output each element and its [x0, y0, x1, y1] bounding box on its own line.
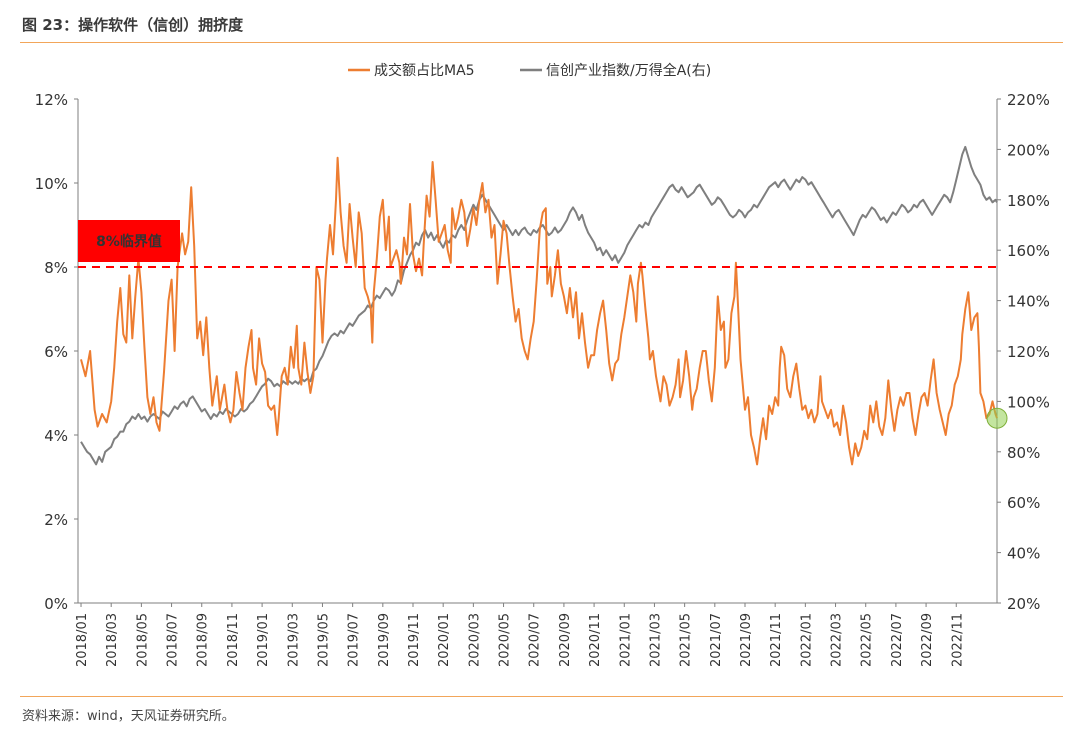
x-tick-label: 2022/11 — [950, 613, 965, 667]
right-tick-label: 60% — [1007, 494, 1040, 512]
x-tick-label: 2021/11 — [769, 613, 784, 667]
x-tick-label: 2020/01 — [437, 613, 452, 667]
left-tick-label: 10% — [35, 175, 68, 193]
x-tick-label: 2022/01 — [799, 613, 814, 667]
x-tick-label: 2019/07 — [347, 613, 362, 667]
x-tick-label: 2018/09 — [196, 613, 211, 667]
x-tick-label: 2019/11 — [407, 613, 422, 667]
series-line-turnover-share — [80, 156, 998, 466]
right-tick-label: 40% — [1007, 545, 1040, 563]
right-tick-label: 180% — [1007, 192, 1050, 210]
x-tick-label: 2019/03 — [286, 613, 301, 667]
x-tick-label: 2021/05 — [679, 613, 694, 667]
right-tick-label: 140% — [1007, 293, 1050, 311]
x-tick-label: 2018/07 — [166, 613, 181, 667]
right-tick-label: 80% — [1007, 444, 1040, 462]
x-tick-label: 2021/03 — [648, 613, 663, 667]
left-tick-label: 2% — [44, 511, 68, 529]
axes — [77, 99, 998, 604]
legend-label-gray: 信创产业指数/万得全A(右) — [546, 62, 711, 79]
series-line-index-ratio — [80, 145, 998, 466]
left-tick-label: 4% — [44, 427, 68, 445]
x-tick-label: 2018/03 — [105, 613, 120, 667]
threshold-label: 8%临界值 — [96, 233, 162, 250]
x-tick-label: 2022/07 — [890, 613, 905, 667]
latest-value-marker — [986, 407, 1008, 429]
x-tick-label: 2020/11 — [588, 613, 603, 667]
top-divider — [20, 42, 1063, 43]
right-tick-label: 220% — [1007, 91, 1050, 109]
legend: 成交额占比MA5 信创产业指数/万得全A(右) — [348, 62, 711, 79]
left-tick-label: 12% — [35, 91, 68, 109]
x-tick-label: 2018/05 — [135, 613, 150, 667]
left-tick-label: 6% — [44, 343, 68, 361]
x-tick-label: 2022/03 — [830, 613, 845, 667]
figure-title: 图 23：操作软件（信创）拥挤度 — [22, 16, 244, 34]
x-ticks: 2018/01 2018/03 2018/05 2018/07 2018/09 2018/… — [75, 603, 965, 667]
left-tick-label: 8% — [44, 259, 68, 277]
x-tick-label: 2020/07 — [528, 613, 543, 667]
x-tick-label: 2021/07 — [709, 613, 724, 667]
bottom-divider — [20, 696, 1063, 697]
x-tick-label: 2021/09 — [739, 613, 754, 667]
right-tick-label: 20% — [1007, 595, 1040, 613]
left-tick-label: 0% — [44, 595, 68, 613]
x-tick-label: 2021/01 — [618, 613, 633, 667]
legend-label-orange: 成交额占比MA5 — [374, 62, 475, 79]
x-tick-label: 2020/05 — [498, 613, 513, 667]
x-tick-label: 2020/03 — [467, 613, 482, 667]
x-tick-label: 2019/05 — [316, 613, 331, 667]
threshold-label-box — [78, 220, 180, 262]
source-note: 资料来源：wind，天风证券研究所。 — [22, 709, 235, 724]
x-tick-label: 2022/05 — [860, 613, 875, 667]
x-tick-label: 2018/11 — [226, 613, 241, 667]
x-tick-label: 2020/09 — [558, 613, 573, 667]
right-tick-label: 160% — [1007, 242, 1050, 260]
right-tick-label: 200% — [1007, 141, 1050, 159]
x-tick-label: 2022/09 — [920, 613, 935, 667]
x-tick-label: 2019/01 — [256, 613, 271, 667]
x-tick-label: 2018/01 — [75, 613, 90, 667]
right-tick-label: 100% — [1007, 393, 1050, 411]
left-y-ticks: 0% 2% 4% 6% 8% 10% 12% — [35, 91, 78, 613]
x-tick-label: 2019/09 — [377, 613, 392, 667]
right-tick-label: 120% — [1007, 343, 1050, 361]
right-y-ticks: 20% 40% 60% 80% 100% 120% 140% 160% 180% 200% 220% — [997, 91, 1050, 613]
